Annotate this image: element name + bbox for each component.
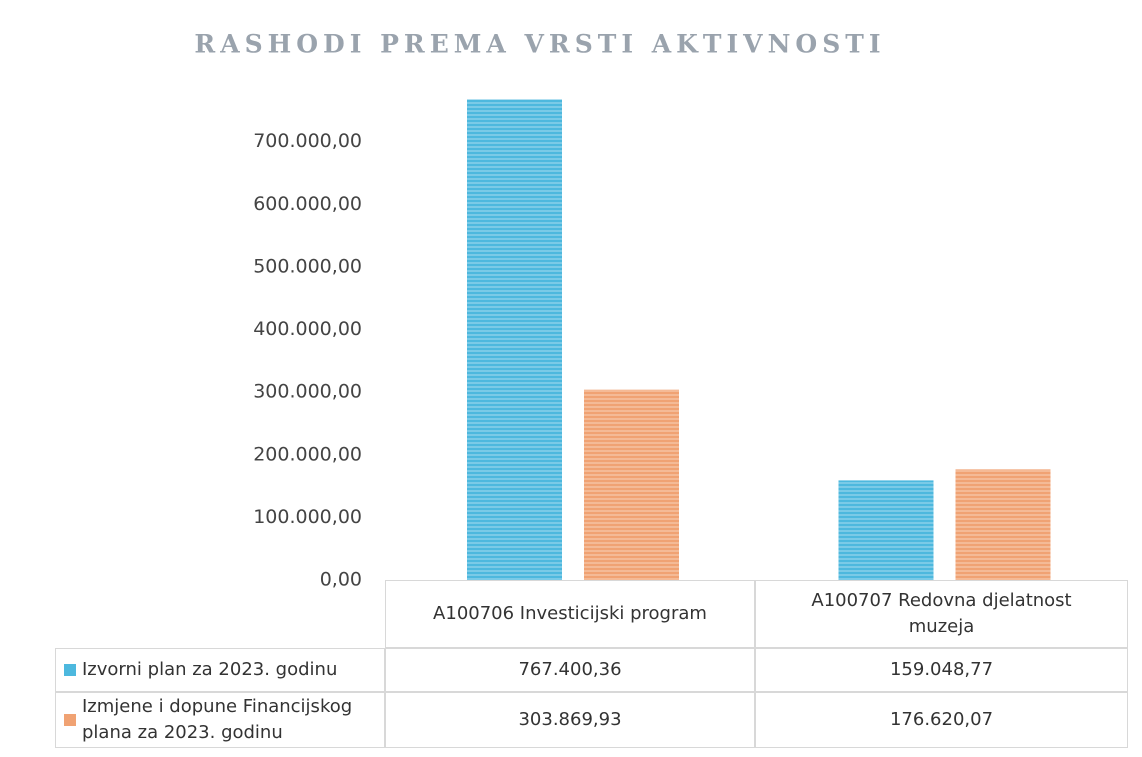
- y-tick-label: 100.000,00: [253, 506, 362, 528]
- y-tick-label: 700.000,00: [253, 130, 362, 152]
- legend-label: Izmjene i dopune Financijskog plana za 2…: [82, 696, 353, 743]
- chart-title: RASHODI PREMA VRSTI AKTIVNOSTI: [194, 30, 885, 59]
- legend-key: [64, 714, 76, 726]
- y-tick-label: 300.000,00: [253, 381, 362, 403]
- bar: [955, 469, 1051, 580]
- y-tick-label: 0,00: [320, 569, 362, 591]
- x-tick-label: A100706 Investicijski program: [385, 580, 755, 648]
- bar: [467, 99, 562, 580]
- y-tick-label: 500.000,00: [253, 255, 362, 277]
- legend-cell: Izvorni plan za 2023. godinu: [55, 648, 385, 692]
- legend-label: Izvorni plan za 2023. godinu: [82, 659, 338, 680]
- y-tick-label: 200.000,00: [253, 443, 362, 465]
- bar: [584, 389, 679, 580]
- legend-key: [64, 664, 76, 676]
- bar: [838, 480, 934, 580]
- data-label: 767.400,36: [385, 648, 755, 692]
- y-tick-label: 600.000,00: [253, 193, 362, 215]
- y-tick-label: 400.000,00: [253, 318, 362, 340]
- legend-cell: Izmjene i dopune Financijskog plana za 2…: [55, 692, 385, 748]
- data-label: 176.620,07: [755, 692, 1128, 748]
- data-label: 303.869,93: [385, 692, 755, 748]
- x-tick-label: A100707 Redovna djelatnost muzeja: [755, 580, 1128, 648]
- data-label: 159.048,77: [755, 648, 1128, 692]
